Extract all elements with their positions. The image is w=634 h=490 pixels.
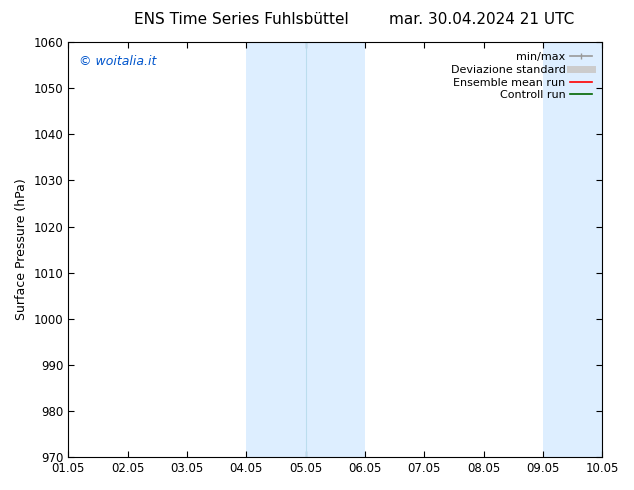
Legend: min/max, Deviazione standard, Ensemble mean run, Controll run: min/max, Deviazione standard, Ensemble m…	[446, 48, 597, 105]
Bar	[246, 42, 365, 457]
Bar	[543, 42, 634, 457]
Text: © woitalia.it: © woitalia.it	[79, 54, 156, 68]
Y-axis label: Surface Pressure (hPa): Surface Pressure (hPa)	[15, 179, 28, 320]
Text: ENS Time Series Fuhlsbüttel: ENS Time Series Fuhlsbüttel	[134, 12, 348, 27]
Text: mar. 30.04.2024 21 UTC: mar. 30.04.2024 21 UTC	[389, 12, 574, 27]
